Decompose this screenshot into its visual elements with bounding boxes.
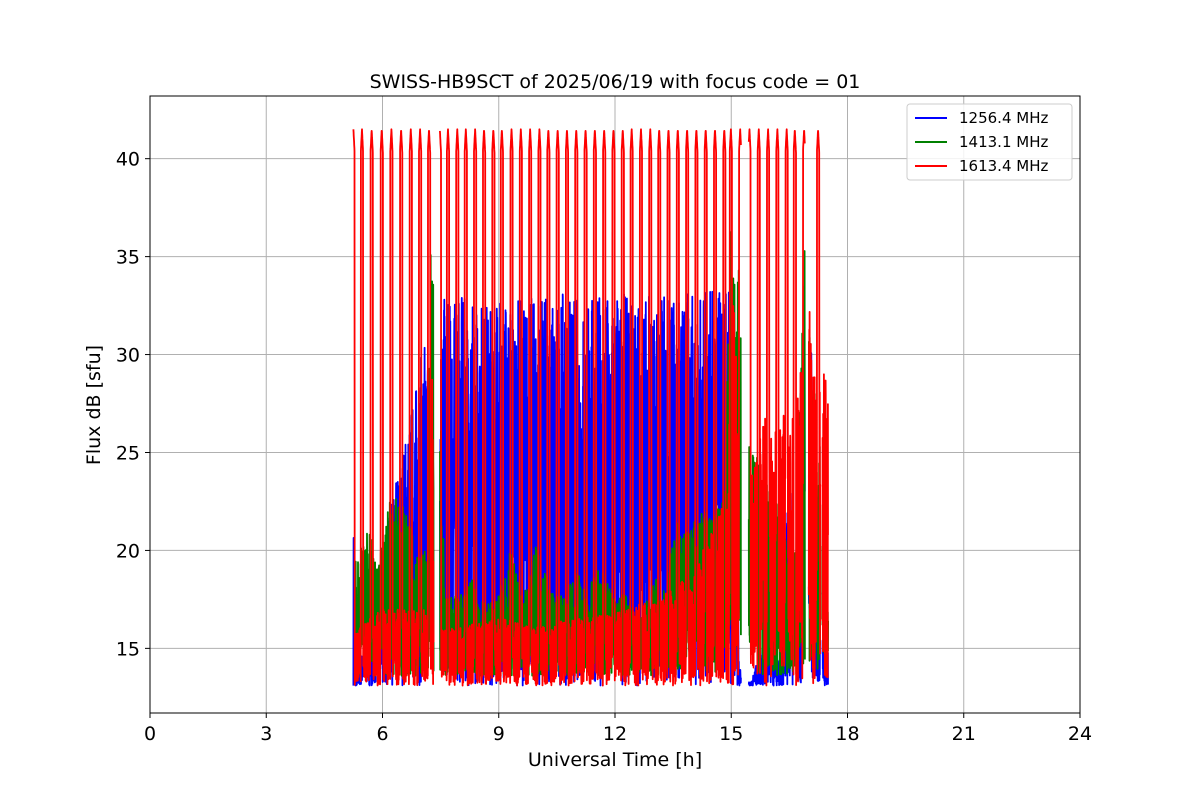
legend: 1256.4 MHz 1413.1 MHz 1613.4 MHz [906, 103, 1073, 181]
x-tick-label: 12 [603, 723, 627, 745]
y-tick-label: 40 [116, 149, 140, 171]
y-axis-label: Flux dB [sfu] [83, 345, 105, 465]
y-tick-label: 15 [116, 638, 140, 660]
chart-title: SWISS-HB9SCT of 2025/06/19 with focus co… [370, 71, 861, 93]
y-axis: 15 20 25 30 35 40 [116, 149, 150, 660]
x-tick-label: 24 [1068, 723, 1092, 745]
y-tick-label: 35 [116, 247, 140, 269]
x-tick-label: 18 [835, 723, 859, 745]
x-axis: 0 3 6 9 12 15 18 21 24 [144, 713, 1092, 745]
legend-box [906, 103, 1073, 181]
x-tick-label: 0 [144, 723, 156, 745]
legend-label: 1256.4 MHz [959, 109, 1048, 127]
x-tick-label: 21 [952, 723, 976, 745]
y-tick-label: 20 [116, 540, 140, 562]
x-tick-label: 6 [376, 723, 388, 745]
x-tick-label: 9 [493, 723, 505, 745]
plot-series [352, 128, 829, 687]
x-tick-label: 15 [719, 723, 743, 745]
legend-label: 1613.4 MHz [959, 157, 1048, 175]
legend-label: 1413.1 MHz [959, 133, 1048, 151]
series-line [352, 128, 829, 687]
y-tick-label: 25 [116, 442, 140, 464]
y-tick-label: 30 [116, 345, 140, 367]
x-tick-label: 3 [260, 723, 272, 745]
x-axis-label: Universal Time [h] [528, 749, 702, 771]
